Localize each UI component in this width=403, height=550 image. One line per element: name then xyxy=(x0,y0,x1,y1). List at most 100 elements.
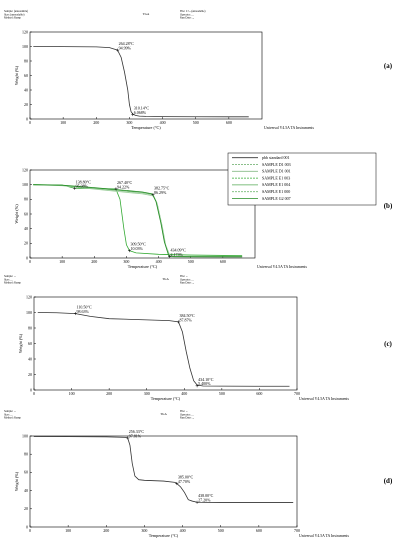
x-tick-label: 600 xyxy=(226,120,232,125)
footer-instrument: Universal V4.5A TA Instruments xyxy=(257,265,307,269)
y-tick-label: 80 xyxy=(24,58,28,63)
annotation-marker xyxy=(195,500,199,504)
y-tick-label: 0 xyxy=(26,116,28,121)
header-left-line: Method: Ramp xyxy=(4,417,21,420)
panel-b: 0 100 200 300 400 500 600 0 20 40 60 80 100 120 Temper… xyxy=(14,152,393,269)
panel-label: (d) xyxy=(384,477,393,485)
y-tick-label: 60 xyxy=(24,73,28,78)
header-right-line: Run Date: ... xyxy=(180,417,195,420)
series-line-1 xyxy=(33,46,249,118)
header-right-line: Operator: ... xyxy=(180,13,194,16)
header-left-line: Method: Ramp xyxy=(4,282,21,285)
annotation-label: 5.400% xyxy=(198,381,211,386)
x-tick-label: 700 xyxy=(294,391,300,396)
annotation-marker xyxy=(126,436,130,440)
x-tick-label: 300 xyxy=(144,391,150,396)
y-axis-label: Weight (%) xyxy=(14,65,19,85)
x-tick-label: 0 xyxy=(29,259,31,264)
x-tick-label: 100 xyxy=(59,259,65,264)
x-axis-label: Temperature (°C) xyxy=(131,125,161,130)
footer-instrument: Universal V4.5A TA Instruments xyxy=(299,397,349,401)
header-left-line: Size: ... xyxy=(4,413,13,416)
panel-a: Sample: (unreadable)Size: (unreadable)Me… xyxy=(4,10,393,130)
annotation-label: 267.40°C xyxy=(117,180,133,185)
annotation-marker xyxy=(168,254,172,258)
y-tick-label: 80 xyxy=(28,325,32,330)
header-center: TGA xyxy=(143,12,150,16)
y-axis-label: Weight (%) xyxy=(14,204,19,224)
x-tick-label: 400 xyxy=(181,391,187,396)
annotation-label: 438.00°C xyxy=(198,493,214,498)
annotation-label: 86.29% xyxy=(154,190,167,195)
series-line-4 xyxy=(33,184,243,258)
y-tick-label: 100 xyxy=(22,44,28,49)
footer-instrument: Universal V4.5A TA Instruments xyxy=(264,126,314,130)
y-tick-label: 120 xyxy=(22,167,28,172)
legend-entry: SAMPLE E1 003 xyxy=(262,175,290,180)
plot-frame xyxy=(33,296,298,391)
annotation-marker xyxy=(131,113,135,117)
header-left-line: Sample: ... xyxy=(4,275,16,278)
x-tick-label: 200 xyxy=(106,391,112,396)
x-tick-label: 200 xyxy=(93,120,99,125)
header-right-line: Run Date: ... xyxy=(180,17,195,20)
header-right-line: Run Date: ... xyxy=(180,282,195,285)
panel-d: Sample: ...Size: ...Method: Ramp TGA File:… xyxy=(4,410,393,538)
annotation-label: 27.20% xyxy=(198,498,211,503)
panel-label: (b) xyxy=(384,202,393,210)
panel-label: (c) xyxy=(384,340,392,348)
y-tick-label: 80 xyxy=(24,197,28,202)
y-tick-label: 40 xyxy=(24,488,28,493)
footer-instrument: Universal V4.5A TA Instruments xyxy=(299,534,349,538)
annotation-marker xyxy=(175,482,179,486)
annotation-marker xyxy=(151,193,155,197)
legend-entry: SAMPLE D1 001 xyxy=(262,169,291,174)
annotation-label: 434.10°C xyxy=(198,377,214,382)
y-tick-label: 20 xyxy=(24,506,28,511)
annotation-label: 382.75°C xyxy=(154,186,170,191)
annotation-label: 264.28°C xyxy=(119,41,135,46)
y-tick-label: 20 xyxy=(24,241,28,246)
x-tick-label: 500 xyxy=(218,528,224,533)
y-tick-label: 120 xyxy=(26,294,32,299)
x-tick-label: 0 xyxy=(33,391,35,396)
x-tick-label: 600 xyxy=(256,391,262,396)
x-tick-label: 600 xyxy=(256,528,262,533)
x-tick-label: 300 xyxy=(141,528,147,533)
x-axis-label: Temperature (°C) xyxy=(128,264,158,269)
header-left-line: Size: ... xyxy=(4,278,13,281)
series-line-1 xyxy=(37,312,290,387)
annotation-marker xyxy=(74,312,78,316)
series-line-1 xyxy=(33,184,243,257)
legend-box xyxy=(227,152,377,206)
header-left-line: Size: (unreadable) xyxy=(4,13,24,16)
annotation-marker xyxy=(195,384,199,388)
x-tick-label: 300 xyxy=(126,120,132,125)
annotation-label: 138.80°C xyxy=(76,179,92,184)
x-tick-label: 500 xyxy=(188,259,194,264)
x-tick-label: 500 xyxy=(219,391,225,396)
x-tick-label: 0 xyxy=(29,528,31,533)
plot-frame xyxy=(29,435,298,528)
x-axis-label: Temperature (°C) xyxy=(151,396,181,401)
legend-entry: SAMPLE D1 003 xyxy=(262,162,291,167)
annotation-marker xyxy=(116,48,120,52)
legend-entry: pbb standard 001 xyxy=(262,155,290,160)
x-tick-label: 400 xyxy=(180,528,186,533)
annotation-label: 10.03% xyxy=(130,246,143,251)
y-tick-label: 40 xyxy=(24,226,28,231)
header-left-line: Sample: (unreadable) xyxy=(4,10,28,13)
legend-entry: SAMPLE G2 007 xyxy=(262,196,291,201)
header-right-line: Operator: ... xyxy=(180,413,194,416)
y-tick-label: 60 xyxy=(24,211,28,216)
x-tick-label: 500 xyxy=(193,120,199,125)
annotation-marker xyxy=(114,187,118,191)
y-tick-label: 80 xyxy=(24,452,28,457)
x-tick-label: 200 xyxy=(103,528,109,533)
x-tick-label: 100 xyxy=(69,391,75,396)
x-tick-label: 300 xyxy=(123,259,129,264)
annotation-label: 309.50°C xyxy=(130,242,146,247)
x-tick-label: 200 xyxy=(91,259,97,264)
y-tick-label: 0 xyxy=(26,255,28,260)
